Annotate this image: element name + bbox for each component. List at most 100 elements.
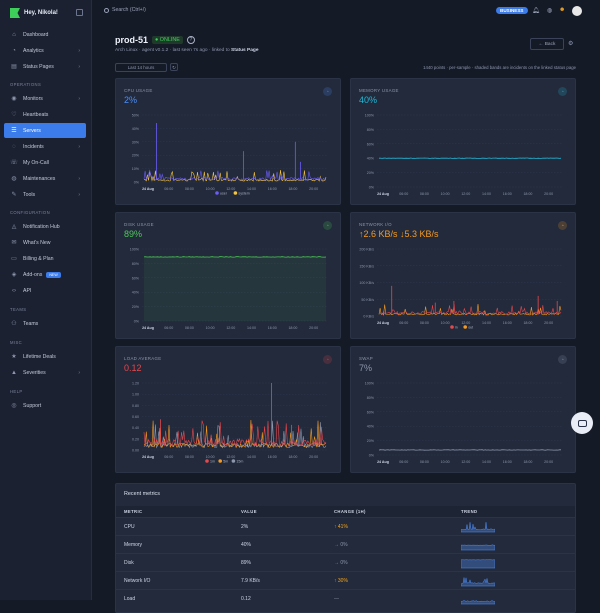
sidebar-item-teams[interactable]: ⚇Teams: [4, 316, 86, 331]
sidebar-item-label: Status Pages: [23, 64, 54, 70]
metric-change: → 0%: [334, 542, 348, 548]
bell-icon[interactable]: 🔔︎: [532, 7, 540, 14]
legend-swatch: [450, 325, 454, 329]
x-tick-label: 10:00: [441, 460, 450, 464]
x-tick-label: 06:00: [399, 460, 408, 464]
sidebar-item-severities[interactable]: ▲Severities›: [4, 365, 86, 380]
gear-icon[interactable]: ⚙: [568, 40, 573, 47]
legend-swatch: [215, 191, 219, 195]
series-line: [379, 450, 561, 451]
metric-change: ↑ 30%: [334, 578, 348, 584]
sidebar-item-what-s-new[interactable]: ✉ What's New: [4, 235, 86, 250]
y-tick-label: 10%: [132, 167, 140, 171]
y-tick-label: 100%: [365, 114, 375, 118]
sidebar-item-servers[interactable]: ☰Servers: [4, 123, 86, 138]
time-range-select[interactable]: Last 14 hours: [115, 63, 167, 72]
section-teams: TEAMS: [10, 307, 26, 312]
x-tick-label: 18:00: [523, 192, 532, 196]
x-tick-label: 12:00: [461, 192, 470, 196]
x-tick-label: 08:00: [185, 187, 194, 191]
sidebar-item-label: What's New: [23, 240, 51, 246]
metric-value: 0.12: [241, 596, 251, 602]
table-row[interactable]: Load 0.12 —: [116, 589, 575, 607]
sidebar-item-support[interactable]: ◎Support: [4, 398, 86, 413]
x-tick-label: 12:00: [226, 326, 235, 330]
chevron-right-icon: ›: [78, 176, 80, 182]
sidebar-item-billing-plan[interactable]: ▭Billing & Plan: [4, 251, 86, 266]
x-tick-label: 08:00: [420, 192, 429, 196]
globe-icon[interactable]: ◍: [547, 7, 552, 14]
x-tick-label: 12:00: [461, 460, 470, 464]
sidebar-item-notification-hub[interactable]: ◬Notification Hub: [4, 219, 86, 234]
x-tick-label: 16:00: [268, 326, 277, 330]
x-tick-label: 24 Aug: [377, 192, 389, 196]
sidebar-item-lifetime-deals[interactable]: ★Lifetime Deals: [4, 349, 86, 364]
metric-change: —: [334, 596, 339, 602]
search-input[interactable]: Search (Ctrl+/): [104, 7, 146, 13]
y-tick-label: 1.00: [132, 393, 139, 397]
api-icon: ‹›: [10, 287, 18, 295]
y-tick-label: 80%: [367, 396, 375, 400]
y-tick-label: 40%: [132, 291, 140, 295]
server-os: Arch Linux: [115, 48, 138, 53]
sidebar-item-api[interactable]: ‹› API: [4, 283, 86, 298]
col-trend: TREND: [461, 509, 477, 514]
topbar: Search (Ctrl+/) BUSINESS 🔔︎ ◍ ☻: [92, 0, 600, 22]
sidebar-item-tools[interactable]: ✎Tools›: [4, 187, 86, 202]
collapse-sidebar-icon[interactable]: [76, 9, 83, 16]
x-tick-label: 14:00: [482, 460, 491, 464]
status-page-link[interactable]: Status Page: [231, 48, 258, 53]
new-badge: NEW: [46, 272, 60, 278]
refresh-icon[interactable]: ↻: [170, 63, 178, 71]
brand[interactable]: Hey, Nikola!: [10, 8, 58, 18]
metric-value: 40%: [241, 542, 251, 548]
sidebar-item-my-on-call[interactable]: ☏My On-Call: [4, 155, 86, 170]
agent-version: agent v0.1.2: [142, 48, 168, 53]
megaphone-icon: ✉: [10, 239, 18, 247]
search-placeholder: Search (Ctrl+/): [112, 7, 146, 13]
sidebar-item-label: API: [23, 288, 31, 294]
sidebar-item-label: Dashboard: [23, 32, 48, 38]
sidebar-item-dashboard[interactable]: ⌂Dashboard: [4, 27, 86, 42]
back-button[interactable]: ← Back: [530, 38, 564, 50]
plan-badge[interactable]: BUSINESS: [496, 7, 528, 14]
table-header: METRIC VALUE CHANGE (1H) TREND: [116, 506, 575, 517]
legend-label: 15m: [236, 459, 243, 463]
time-range-label: Last 14 hours: [128, 65, 155, 70]
sidebar-item-analytics[interactable]: ◔Analytics›: [4, 43, 86, 58]
sidebar: Hey, Nikola! ⌂Dashboard◔Analytics›▤Statu…: [0, 0, 92, 600]
emoji-icon[interactable]: ☻: [559, 7, 565, 13]
chat-button[interactable]: [571, 412, 593, 434]
sidebar-item-status-pages[interactable]: ▤Status Pages›: [4, 59, 86, 74]
sidebar-item-maintenances[interactable]: ◍Maintenances›: [4, 171, 86, 186]
avatar[interactable]: [572, 6, 582, 16]
sidebar-item-label: My On-Call: [23, 160, 49, 166]
metric-change: ↑ 41%: [334, 524, 348, 530]
sidebar-item-heartbeats[interactable]: ♡Heartbeats: [4, 107, 86, 122]
x-tick-label: 16:00: [503, 460, 512, 464]
help-icon[interactable]: ?: [187, 36, 195, 44]
sidebar-item-label: Heartbeats: [23, 112, 48, 118]
x-tick-label: 16:00: [268, 187, 277, 191]
y-tick-label: 0.40: [132, 426, 139, 430]
sidebar-item-monitors[interactable]: ◉Monitors›: [4, 91, 86, 106]
section-configuration: CONFIGURATION: [10, 210, 50, 215]
metric-name: Disk: [124, 560, 134, 566]
y-tick-label: 40%: [367, 157, 375, 161]
x-tick-label: 12:00: [226, 187, 235, 191]
sidebar-item-incidents[interactable]: ◌Incidents›: [4, 139, 86, 154]
legend-swatch: [218, 459, 222, 463]
y-tick-label: 80%: [132, 262, 140, 266]
sidebar-item-label: Teams: [23, 321, 38, 327]
y-tick-label: 60%: [132, 276, 140, 280]
metric-name: Load: [124, 596, 135, 602]
